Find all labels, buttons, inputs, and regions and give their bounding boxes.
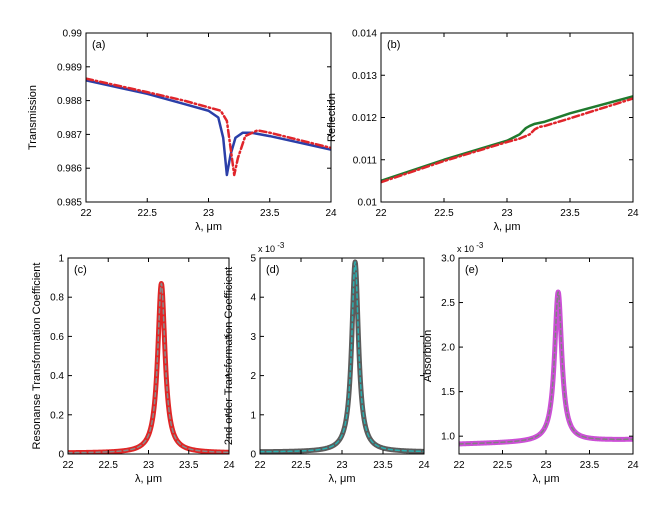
xtick-label: 23.5 — [260, 208, 280, 219]
ytick-label: 0 — [58, 450, 64, 461]
ytick-label: 0.011 — [353, 155, 378, 166]
xtick-label: 23 — [501, 208, 513, 219]
ytick-label: 0.2 — [50, 410, 64, 421]
panel-a: 22 22.5 23 23.5 24 0.985 0.986 0.987 0.988 0.989 0… — [27, 29, 337, 234]
xtick-label: 22.5 — [291, 460, 311, 471]
series-a-red-dash-dot — [86, 77, 331, 177]
xtick-label: 22.5 — [493, 460, 513, 471]
axes-frame-d — [259, 257, 425, 455]
ytick-label: 0.989 — [57, 62, 82, 73]
ytick-label: 3.0 — [441, 254, 455, 265]
ytick-label: 0.986 — [57, 164, 82, 175]
ytick-label: 0.99 — [63, 29, 83, 40]
axes-frame-a — [85, 32, 332, 203]
y-axis-label: Resonanse Transformation Coefficient — [31, 263, 43, 450]
xtick-label: 22.5 — [434, 208, 454, 219]
xtick-label: 23.5 — [179, 460, 199, 471]
series-d-dark-gray-thick — [260, 259, 424, 454]
panel-label: (b) — [387, 39, 400, 51]
ytick-label: 5 — [250, 254, 256, 265]
ytick-label: 0.8 — [50, 293, 64, 304]
ytick-label: 2 — [250, 371, 256, 382]
x-axis-label: λ, μm — [532, 473, 559, 485]
x-axis-label: λ, μm — [135, 473, 162, 485]
ytick-label: 1.5 — [441, 387, 455, 398]
panel-label: (d) — [266, 264, 279, 276]
ytick-label: 1.0 — [441, 432, 455, 443]
panel-e: 22 22.5 23 23.5 24 1.0 1.5 2.0 2.5 3.0x 10 -3 (e) λ… — [422, 241, 639, 485]
xtick-label: 22 — [62, 460, 74, 471]
exponent-label: x 10 -3 — [258, 241, 285, 254]
series-b-red-dash-dot — [381, 97, 633, 184]
ytick-label: 0.014 — [352, 29, 377, 40]
ytick-label: 0.985 — [57, 198, 82, 209]
xtick-label: 24 — [627, 460, 639, 471]
xtick-label: 24 — [223, 460, 235, 471]
panel-label: (c) — [74, 264, 87, 276]
series-b-green-solid — [381, 95, 633, 183]
xtick-label: 22.5 — [138, 208, 158, 219]
xtick-label: 24 — [325, 208, 337, 219]
xtick-label: 22.5 — [99, 460, 119, 471]
series-c-red-thick — [68, 280, 229, 454]
ytick-label: 2.0 — [441, 343, 455, 354]
xtick-label: 23 — [336, 460, 348, 471]
xtick-label: 23 — [143, 460, 155, 471]
xtick-label: 22 — [453, 460, 465, 471]
series-e-gray-dashed — [459, 291, 633, 445]
xtick-label: 23 — [203, 208, 215, 219]
x-axis-label: λ, μm — [195, 221, 222, 233]
ytick-label: 0.01 — [358, 198, 378, 209]
panel-label: (e) — [465, 264, 478, 276]
xtick-label: 23 — [540, 460, 552, 471]
y-axis-label: Reflection — [326, 93, 338, 142]
xtick-label: 23.5 — [580, 460, 600, 471]
ytick-label: 4 — [250, 293, 256, 304]
ytick-label: 0.012 — [352, 113, 377, 124]
ytick-label: 0.988 — [57, 96, 82, 107]
series-a-blue-solid — [86, 79, 331, 177]
ytick-label: 0.6 — [50, 332, 64, 343]
x-axis-label: λ, μm — [493, 221, 520, 233]
ytick-label: 1 — [250, 410, 256, 421]
series-c-gray-dashed — [68, 282, 229, 454]
series-d-teal-dashed — [260, 261, 424, 453]
panel-label: (a) — [92, 39, 105, 51]
xtick-label: 22 — [375, 208, 387, 219]
xtick-label: 23.5 — [560, 208, 580, 219]
y-axis-label: Transmission — [27, 85, 39, 150]
ytick-label: 3 — [250, 332, 256, 343]
exponent-label: x 10 -3 — [457, 241, 484, 254]
axes-frame-c — [67, 257, 230, 455]
ytick-label: 1 — [58, 254, 64, 265]
xtick-label: 22 — [254, 460, 266, 471]
x-axis-label: λ, μm — [328, 473, 355, 485]
y-axis-label: Absorbtion — [422, 330, 434, 383]
xtick-label: 22 — [80, 208, 92, 219]
panel-b: 22 22.5 23 23.5 24 0.01 0.011 0.012 0.013 0.014 (b… — [326, 29, 639, 234]
xtick-label: 24 — [418, 460, 430, 471]
panel-c: 22 22.5 23 23.5 24 0 0.2 0.4 0.6 0.8 1 (c) λ, μm Reso… — [31, 254, 235, 486]
xtick-label: 24 — [627, 208, 639, 219]
axes-frame-b — [380, 32, 634, 203]
xtick-label: 23.5 — [373, 460, 393, 471]
ytick-label: 2.5 — [441, 298, 455, 309]
ytick-label: 0 — [250, 450, 256, 461]
series-e-magenta-thick — [459, 289, 633, 447]
y-axis-label: 2nd order Transformation Coefficient — [223, 267, 235, 445]
ytick-label: 0.4 — [50, 371, 64, 382]
ytick-label: 0.987 — [57, 130, 82, 141]
ytick-label: 0.013 — [352, 71, 377, 82]
